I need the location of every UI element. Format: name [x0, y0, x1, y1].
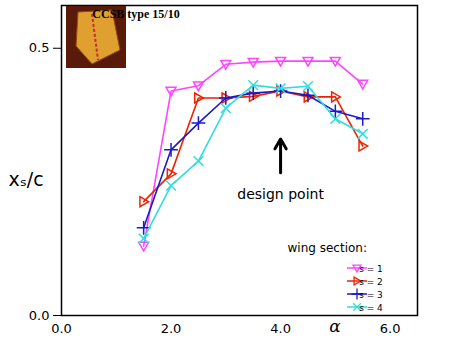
svg-text:0.0: 0.0	[29, 308, 50, 323]
svg-text:design point: design point	[237, 186, 324, 202]
svg-text:6.0: 6.0	[380, 321, 401, 336]
svg-text:s = 2: s = 2	[359, 277, 383, 287]
svg-text:2.0: 2.0	[161, 321, 182, 336]
svg-text:s = 4: s = 4	[359, 303, 383, 313]
svg-text:s = 3: s = 3	[359, 290, 383, 300]
svg-text:4.0: 4.0	[270, 321, 291, 336]
svg-text:s = 1: s = 1	[359, 264, 383, 274]
svg-text:CCSB type 15/10: CCSB type 15/10	[92, 7, 179, 21]
svg-text:0.0: 0.0	[51, 321, 72, 336]
svg-text:0.5: 0.5	[29, 40, 50, 55]
svg-text:xₛ/c: xₛ/c	[8, 168, 43, 190]
svg-text:wing section:: wing section:	[288, 241, 367, 255]
svg-text:α: α	[329, 316, 341, 336]
